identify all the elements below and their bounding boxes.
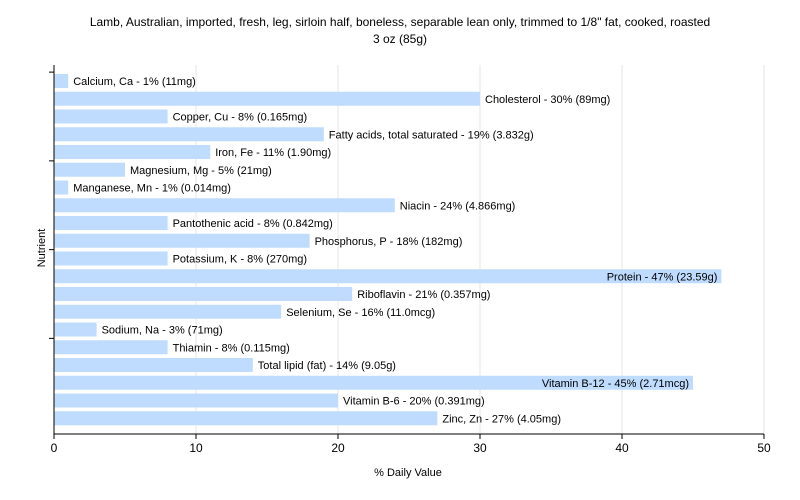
bar [54, 127, 324, 142]
bar [54, 233, 310, 248]
y-axis-label: Nutrient [36, 229, 48, 268]
bar-label: Vitamin B-6 - 20% (0.391mg) [343, 396, 485, 408]
bar-label: Zinc, Zn - 27% (4.05mg) [442, 413, 561, 425]
bar-label: Niacin - 24% (4.866mg) [400, 200, 516, 212]
bar [54, 287, 353, 301]
bar-label: Manganese, Mn - 1% (0.014mg) [73, 183, 231, 195]
x-axis-label: % Daily Value [374, 467, 442, 479]
bar [54, 74, 69, 88]
bar-label: Selenium, Se - 16% (11.0mcg) [286, 307, 435, 319]
bar-label: Sodium, Na - 3% (71mg) [102, 325, 223, 337]
bars: Calcium, Ca - 1% (11mg) Cholesterol - 30%… [54, 74, 722, 426]
bar [54, 393, 338, 408]
bar [54, 304, 282, 319]
bar [54, 198, 395, 213]
x-tick-label: 50 [757, 441, 771, 455]
bar [54, 216, 168, 230]
bar-label: Riboflavin - 21% (0.357mg) [357, 289, 490, 301]
bar [54, 145, 211, 159]
bar [54, 375, 693, 390]
bar-label: Magnesium, Mg - 5% (21mg) [130, 165, 272, 177]
x-tick-label: 30 [473, 441, 487, 455]
bar-label: Protein - 47% (23.59g) [607, 271, 718, 283]
bar-label: Potassium, K - 8% (270mg) [173, 254, 308, 266]
bar [54, 411, 438, 426]
x-tick-label: 0 [51, 441, 58, 455]
chart-title: Lamb, Australian, imported, fresh, leg, … [0, 14, 800, 48]
bar-label: Fatty acids, total saturated - 19% (3.83… [329, 129, 534, 141]
bar-label: Copper, Cu - 8% (0.165mg) [173, 112, 308, 124]
x-tick-label: 40 [615, 441, 629, 455]
bar [54, 322, 97, 337]
bar [54, 269, 722, 284]
bar-label: Phosphorus, P - 18% (182mg) [315, 236, 463, 248]
chart-title-line1: Lamb, Australian, imported, fresh, leg, … [89, 15, 711, 29]
bar-label: Vitamin B-12 - 45% (2.71mcg) [542, 378, 689, 390]
bar [54, 162, 125, 177]
axes: 0 10 20 30 40 50 [49, 65, 771, 455]
x-tick-label: 10 [189, 441, 203, 455]
bar-label: Thiamin - 8% (0.115mg) [173, 342, 290, 354]
bar [54, 358, 253, 372]
bar-label: Iron, Fe - 11% (1.90mg) [215, 147, 331, 159]
bar [54, 180, 69, 195]
bar [54, 251, 168, 266]
bar [54, 340, 168, 355]
bar [54, 109, 168, 124]
bar [54, 91, 480, 106]
grid-lines [195, 65, 765, 434]
bar-label: Pantothenic acid - 8% (0.842mg) [173, 218, 333, 230]
bar-label: Cholesterol - 30% (89mg) [485, 94, 610, 106]
x-tick-label: 20 [331, 441, 345, 455]
bar-label: Calcium, Ca - 1% (11mg) [73, 76, 196, 88]
bar-label: Total lipid (fat) - 14% (9.05g) [258, 360, 396, 372]
chart-title-line2: 3 oz (85g) [372, 32, 428, 46]
